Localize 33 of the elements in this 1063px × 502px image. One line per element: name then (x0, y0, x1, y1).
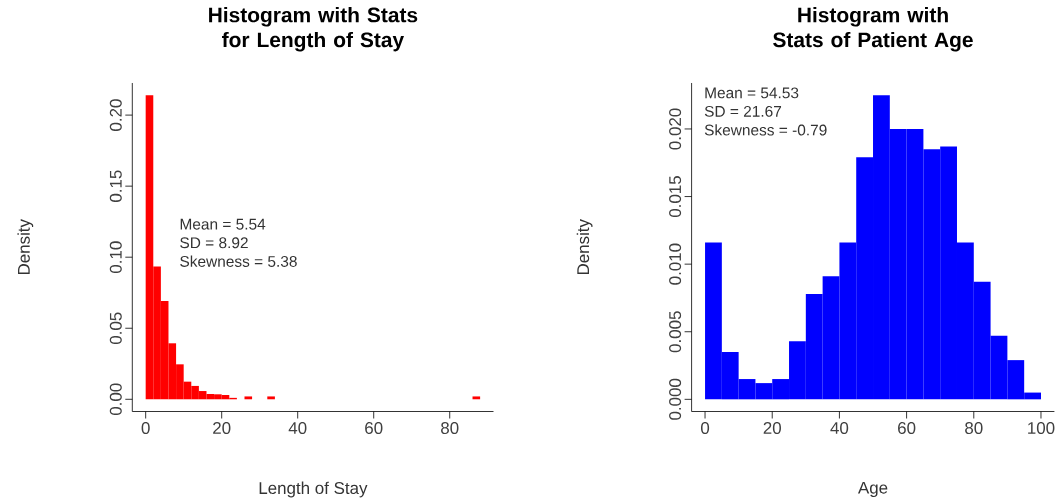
x-tick-label: 100 (1028, 422, 1055, 435)
x-tick-label: 20 (213, 422, 231, 435)
y-tick-label: 0.000 (669, 378, 682, 420)
x-tick-label: 40 (830, 422, 849, 435)
y-tick-label: 0.10 (109, 241, 122, 274)
x-tick-label: 80 (965, 422, 983, 435)
y-tick-label: 0.00 (109, 383, 122, 416)
x-axis-title: Length of Stay (259, 481, 368, 498)
chart-title: Histogram with Stats for Length of Stay (209, 7, 418, 52)
y-tick-label: 0.005 (669, 311, 682, 353)
y-tick-label: 0.15 (109, 170, 122, 202)
y-tick-label: 0.015 (669, 176, 682, 218)
y-axis-title: Density (576, 219, 593, 275)
annotation: Mean = 5.54 (180, 218, 266, 230)
annotation: SD = 8.92 (180, 237, 248, 249)
y-tick-label: 0.020 (669, 108, 682, 150)
x-tick-label: 80 (441, 422, 459, 435)
x-tick-label: 60 (898, 422, 916, 435)
annotation: SD = 21.67 (704, 105, 782, 117)
y-axis-title: Density (17, 219, 34, 275)
x-tick-label: 0 (141, 422, 150, 435)
annotation: Skewness = -0.79 (704, 124, 827, 136)
x-tick-label: 0 (700, 422, 710, 435)
y-tick-label: 0.20 (109, 99, 122, 131)
chart-title: Histogram with Stats of Patient Age (773, 7, 973, 52)
annotation: Skewness = 5.38 (180, 255, 297, 267)
y-tick-label: 0.010 (669, 243, 682, 285)
y-tick-label: 0.05 (109, 312, 122, 345)
x-tick-label: 40 (288, 422, 307, 435)
annotation: Mean = 54.53 (705, 87, 799, 99)
x-axis-title: Age (857, 481, 888, 498)
x-tick-label: 60 (365, 422, 383, 435)
x-tick-label: 20 (763, 422, 781, 435)
